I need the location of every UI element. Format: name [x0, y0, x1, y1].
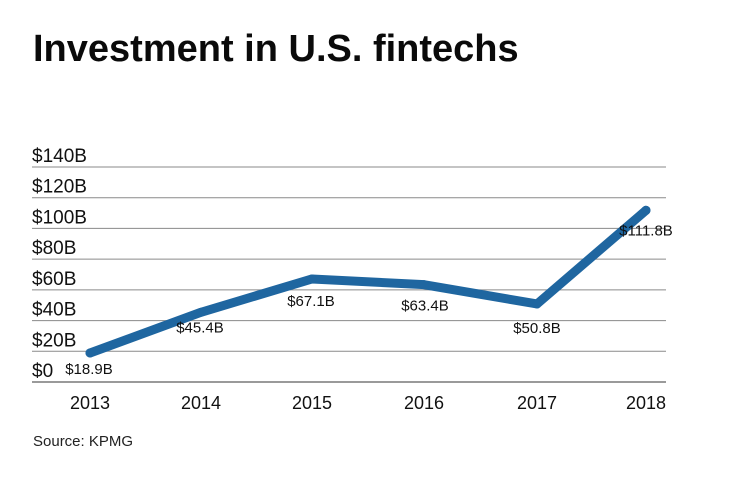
- data-point: [196, 307, 206, 317]
- data-point: [85, 348, 95, 358]
- x-tick-label: 2016: [404, 393, 444, 413]
- y-tick-label: $40B: [32, 300, 76, 321]
- y-tick-label: $140B: [32, 146, 87, 167]
- y-tick-label: $20B: [32, 330, 76, 351]
- x-tick-label: 2014: [181, 393, 221, 413]
- chart-title: Investment in U.S. fintechs: [33, 28, 519, 70]
- data-point: [307, 274, 317, 284]
- data-point: [641, 205, 651, 215]
- data-label: $63.4B: [401, 298, 449, 315]
- x-tick-label: 2018: [626, 393, 666, 413]
- data-label: $111.8B: [619, 222, 673, 239]
- y-tick-label: $60B: [32, 269, 76, 290]
- x-tick-label: 2017: [517, 393, 557, 413]
- data-point: [419, 280, 429, 290]
- x-tick-label: 2015: [292, 393, 332, 413]
- series-line: [85, 205, 651, 358]
- y-tick-label: $100B: [32, 207, 87, 228]
- y-tick-label: $120B: [32, 177, 87, 198]
- source-note: Source: KPMG: [33, 433, 134, 450]
- y-tick-label: $0: [32, 361, 53, 382]
- data-label: $67.1B: [287, 293, 335, 310]
- data-label: $18.9B: [65, 361, 113, 378]
- data-point: [532, 299, 542, 309]
- y-tick-label: $80B: [32, 238, 76, 259]
- data-label: $50.8B: [513, 320, 561, 337]
- x-tick-label: 2013: [70, 393, 110, 413]
- data-label: $45.4B: [176, 319, 224, 336]
